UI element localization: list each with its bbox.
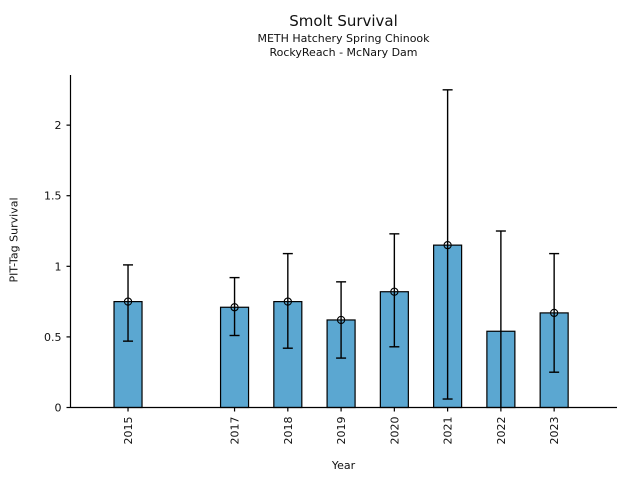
x-tick-label: 2020 bbox=[388, 417, 401, 445]
point-marker bbox=[123, 297, 133, 306]
y-axis-label: PIT-Tag Survival bbox=[7, 197, 21, 283]
y-tick-label: 1 bbox=[55, 260, 62, 273]
x-tick-label: 2018 bbox=[282, 417, 295, 445]
chart-subtitle-line1: METH Hatchery Spring Chinook bbox=[257, 32, 430, 45]
chart-subtitle-line2: RockyReach - McNary Dam bbox=[269, 46, 418, 59]
y-tick-label: 2 bbox=[55, 119, 62, 132]
x-tick-label: 2017 bbox=[229, 417, 242, 445]
point-marker bbox=[283, 297, 292, 306]
x-tick-label: 2022 bbox=[495, 417, 508, 445]
x-tick-label: 2023 bbox=[548, 417, 561, 445]
x-axis-label: Year bbox=[331, 459, 356, 472]
y-tick-label: 0.5 bbox=[44, 331, 62, 344]
x-tick-label: 2015 bbox=[122, 417, 135, 445]
point-marker bbox=[390, 287, 399, 296]
point-marker bbox=[549, 308, 559, 318]
y-tick-label: 1.5 bbox=[44, 190, 62, 203]
x-tick-label: 2019 bbox=[335, 417, 348, 445]
y-tick-label: 0 bbox=[55, 402, 62, 415]
point-marker bbox=[336, 315, 346, 325]
point-marker bbox=[230, 303, 239, 312]
chart-title: Smolt Survival bbox=[289, 12, 398, 30]
point-marker bbox=[443, 240, 452, 250]
x-tick-label: 2021 bbox=[442, 417, 455, 445]
